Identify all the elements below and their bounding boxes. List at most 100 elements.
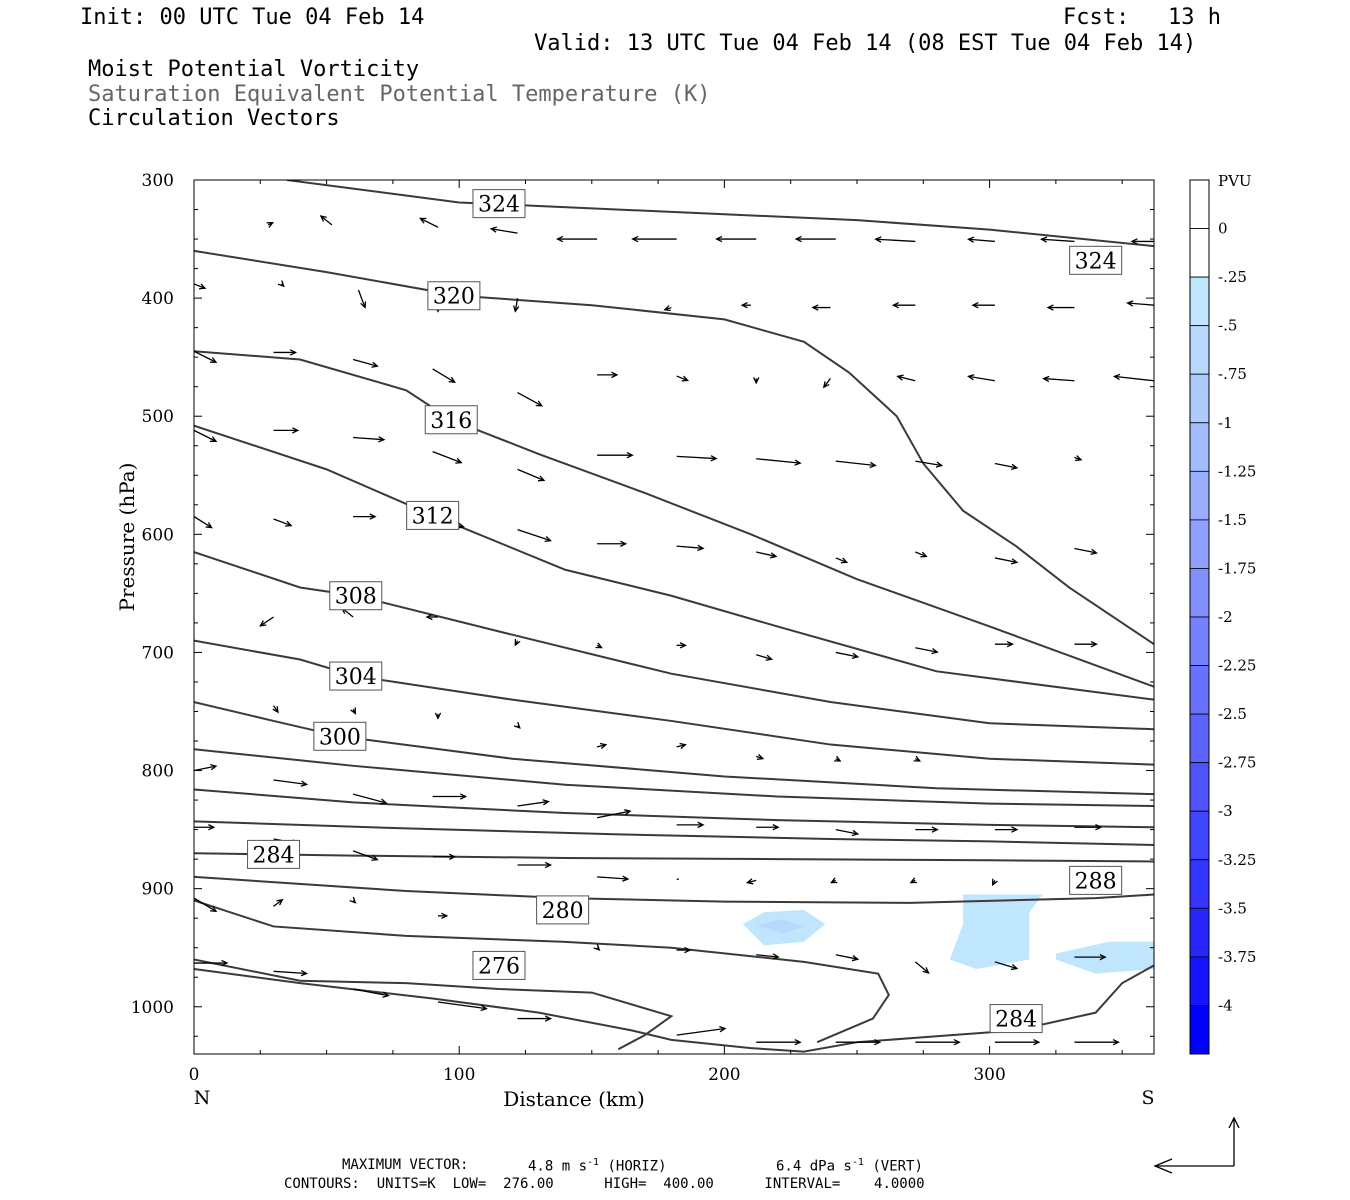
- colorbar-level-label: -4: [1218, 996, 1233, 1014]
- circulation-vector: [756, 458, 802, 466]
- circulation-vector: [419, 217, 439, 228]
- colorbar-cell: [1189, 616, 1210, 666]
- colorbar-level-label: -1.5: [1218, 511, 1247, 529]
- circulation-vector: [1153, 457, 1154, 459]
- x-tick-label: 100: [443, 1065, 475, 1085]
- forecast-hour: 13 h: [1168, 5, 1221, 30]
- contour-label: 320: [427, 281, 481, 311]
- contour-label: 284: [989, 1004, 1043, 1034]
- circulation-vector: [994, 557, 1019, 565]
- circulation-vector: [896, 374, 916, 382]
- circulation-vector: [194, 283, 207, 290]
- circulation-vector: [432, 853, 457, 860]
- colorbar-cell: [1189, 422, 1210, 472]
- colorbar-title: PVU: [1218, 172, 1252, 190]
- colorbar-cell: [1189, 470, 1210, 521]
- contour-label: 316: [424, 405, 478, 435]
- colorbar-frame: [1189, 179, 1210, 1055]
- svg-text:300: 300: [319, 725, 361, 750]
- circulation-vector: [835, 557, 849, 564]
- circulation-vector: [834, 755, 842, 762]
- circulation-vector: [992, 878, 998, 887]
- circulation-vector: [513, 721, 521, 729]
- svg-text:304: 304: [335, 665, 377, 690]
- circulation-vector: [194, 897, 218, 913]
- circulation-vector: [915, 1038, 961, 1046]
- circulation-vector: [597, 875, 630, 882]
- circulation-vector: [353, 436, 386, 443]
- circulation-vector: [517, 861, 553, 869]
- circulation-vector: [353, 513, 377, 520]
- circulation-vector: [756, 824, 780, 831]
- colorbar-level-label: -.5: [1218, 317, 1237, 335]
- svg-text:284: 284: [995, 1008, 1037, 1033]
- svg-text:288: 288: [1075, 869, 1117, 894]
- circulation-vector: [555, 235, 598, 243]
- colorbar-cell: [1189, 325, 1210, 375]
- circulation-vector: [835, 1038, 882, 1046]
- contour-label: 324: [472, 189, 526, 219]
- max-vector-label: MAXIMUM VECTOR:: [342, 1157, 469, 1173]
- colorbar-level-label: -.75: [1218, 365, 1247, 383]
- valid-time: Valid: 13 UTC Tue 04 Feb 14 (08 EST Tue …: [534, 31, 1197, 56]
- circulation-vector: [676, 742, 687, 750]
- contour-line: [194, 350, 1154, 688]
- circulation-vector: [597, 451, 634, 459]
- circulation-vector: [676, 1026, 727, 1036]
- contour-label: 308: [329, 581, 383, 611]
- colorbar-cell: [1189, 956, 1210, 1006]
- circulation-vector: [631, 235, 677, 243]
- circulation-vector: [350, 707, 356, 715]
- circulation-vector: [676, 642, 687, 649]
- circulation-vector: [967, 374, 995, 382]
- circulation-vector: [273, 427, 300, 434]
- contour-label: 300: [313, 721, 367, 751]
- mpv-region: [949, 894, 1043, 969]
- svg-text:284: 284: [253, 843, 295, 868]
- circulation-vector: [349, 896, 357, 904]
- circulation-vector: [352, 793, 388, 805]
- circulation-vector: [437, 1001, 488, 1012]
- contour-line: [194, 820, 1154, 846]
- y-tick-label: 1000: [131, 998, 174, 1018]
- contour-line: [194, 748, 1154, 807]
- contour-label: 280: [536, 895, 590, 925]
- init-time: Init: 00 UTC Tue 04 Feb 14: [80, 5, 425, 30]
- circulation-vector: [517, 799, 550, 807]
- svg-text:324: 324: [1075, 249, 1117, 274]
- circulation-vector: [909, 877, 917, 884]
- circulation-vector: [194, 350, 218, 363]
- colorbar-level-label: -.25: [1218, 268, 1247, 286]
- plot-frame: [193, 179, 1155, 1055]
- circulation-vector: [597, 540, 628, 547]
- circulation-vector: [835, 460, 877, 469]
- circulation-vector: [273, 779, 309, 787]
- circulation-vector: [915, 826, 939, 833]
- colorbar-cell: [1189, 228, 1210, 278]
- circulation-vector: [794, 235, 836, 243]
- theta-e-contours: [194, 180, 1154, 1053]
- field-title-thetae: Saturation Equivalent Potential Temperat…: [88, 82, 711, 107]
- circulation-vector: [194, 516, 213, 529]
- colorbar-cell: [1189, 519, 1210, 569]
- circulation-vector: [966, 236, 995, 243]
- contour-line: [194, 852, 1154, 863]
- svg-text:320: 320: [433, 285, 475, 310]
- circulation-vector: [517, 468, 546, 482]
- mpv-region: [756, 919, 804, 934]
- circulation-vector: [434, 712, 442, 720]
- circulation-vector: [756, 654, 774, 661]
- contour-line: [194, 899, 890, 1044]
- svg-text:308: 308: [335, 585, 377, 610]
- circulation-vector: [352, 988, 390, 998]
- circulation-vector: [514, 639, 521, 647]
- y-tick-label: 500: [142, 407, 174, 427]
- circulation-vector: [891, 301, 916, 309]
- y-tick-label: 800: [142, 762, 174, 782]
- y-axis-label: Pressure (hPa): [115, 463, 139, 612]
- svg-text:312: 312: [412, 504, 454, 529]
- circulation-vector: [194, 959, 229, 967]
- south-label: S: [1141, 1087, 1154, 1109]
- circulation-vector: [835, 651, 860, 659]
